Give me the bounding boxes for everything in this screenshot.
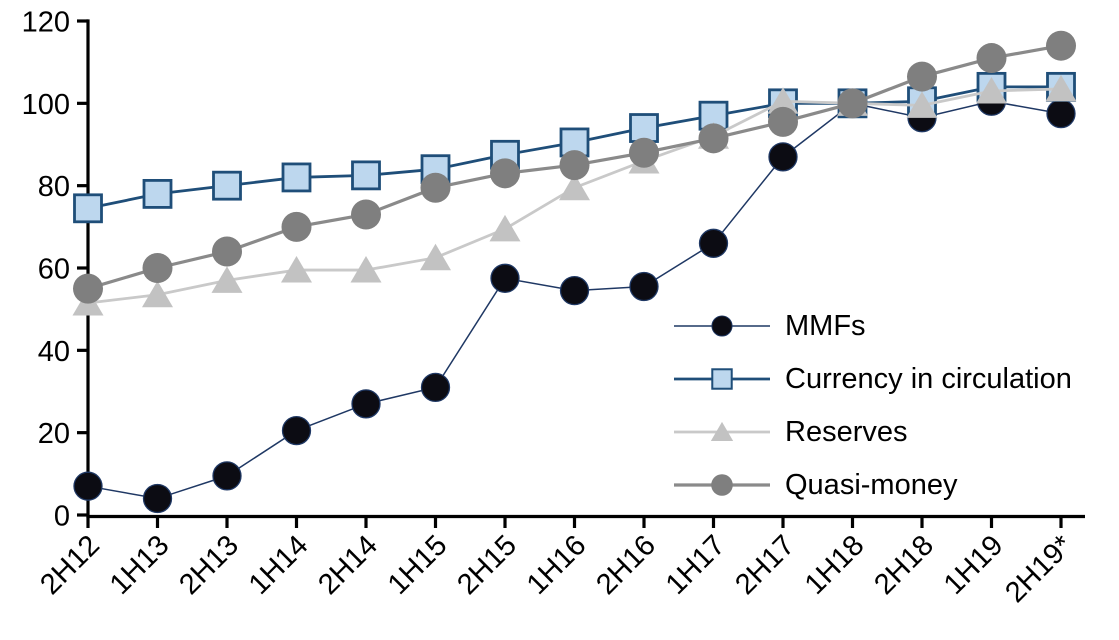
legend-label-mmfs: MMFs [785, 309, 866, 342]
x-tick-label: 2H18 [868, 529, 940, 601]
series-reserves-marker [489, 214, 521, 242]
series-mmfs-marker [559, 275, 590, 306]
series-currency-in-circulation-marker [629, 113, 659, 143]
series-reserves-marker [420, 243, 451, 271]
series-reserves-marker [281, 256, 312, 283]
legend-label-currency-in-circulation: Currency in circulation [785, 362, 1072, 395]
x-tick-label: 1H16 [521, 529, 593, 601]
legend-swatch-mmfs [674, 315, 770, 337]
series-currency-in-circulation-marker [142, 178, 173, 209]
series-quasi-money-marker [837, 88, 868, 119]
series-quasi-money-marker [1046, 30, 1076, 61]
series-currency-in-circulation-marker [73, 193, 103, 224]
series-reserves-marker [976, 76, 1007, 104]
legend-marker-currency-in-circulation [711, 368, 733, 390]
series-currency-in-circulation-marker [281, 162, 312, 193]
series-reserves-marker [1045, 74, 1077, 102]
x-tick-label: 1H15 [382, 529, 454, 601]
series-reserves-marker [142, 280, 173, 308]
x-tick-label: 2H14 [312, 529, 384, 601]
series-currency-in-circulation-marker [351, 160, 381, 191]
series-reserves-marker [559, 173, 590, 201]
y-tick-label: 0 [54, 501, 70, 533]
legend-swatch-quasi-money [674, 474, 770, 496]
legend-item-quasi-money: Quasi-money [672, 468, 1072, 502]
series-quasi-money-marker [768, 106, 798, 137]
series-mmfs-marker [73, 471, 103, 501]
series-mmfs-marker [698, 228, 729, 258]
legend-item-reserves: Reserves [672, 415, 1072, 449]
series-quasi-money-marker [73, 273, 103, 304]
legend-marker-quasi-money [711, 474, 733, 496]
series-currency-in-circulation-marker [212, 170, 242, 201]
y-tick-label: 100 [22, 89, 70, 121]
legend-label-quasi-money: Quasi-money [785, 468, 958, 501]
x-tick-label: 2H17 [729, 529, 801, 601]
series-quasi-money-marker [907, 61, 937, 92]
x-tick-label: 1H19 [938, 529, 1010, 601]
series-mmfs-marker [351, 389, 381, 419]
series-quasi-money-marker [629, 137, 659, 168]
series-reserves-marker [350, 256, 382, 283]
legend-label-reserves: Reserves [785, 415, 908, 448]
x-tick-label: 1H18 [799, 529, 871, 601]
legend-swatch-reserves [674, 421, 770, 441]
series-quasi-money-marker [351, 199, 381, 230]
series-quasi-money-marker [976, 43, 1007, 74]
series-reserves-marker [767, 87, 799, 114]
x-tick-label: 1H17 [660, 529, 732, 601]
x-tick-label: 1H14 [243, 529, 315, 601]
y-tick-label: 20 [38, 418, 70, 450]
x-tick-label: 2H19* [999, 529, 1079, 609]
series-mmfs-marker [629, 271, 659, 302]
series-quasi-money-marker [142, 253, 173, 283]
y-tick-label: 80 [38, 171, 70, 203]
legend-item-currency-in-circulation: Currency in circulation [672, 362, 1072, 396]
y-tick-label: 60 [38, 254, 70, 286]
x-tick-label: 2H16 [590, 529, 662, 601]
series-quasi-money-marker [212, 236, 242, 267]
legend-marker-reserves [710, 421, 734, 441]
x-tick-label: 1H13 [104, 529, 176, 601]
series-quasi-money-marker [490, 158, 520, 189]
legend-swatch-currency-in-circulation [674, 368, 770, 390]
x-tick-label: 2H15 [451, 529, 523, 601]
series-mmfs-marker [490, 263, 520, 293]
series-reserves-marker [211, 266, 243, 293]
legend: MMFs Currency in circulation Reserves Qu… [672, 309, 1072, 502]
series-mmfs-marker [142, 483, 173, 514]
y-tick-label: 120 [22, 7, 70, 39]
series-quasi-money-marker [559, 150, 590, 181]
series-reserves-marker [906, 91, 938, 118]
y-tick-label: 40 [38, 336, 70, 368]
series-quasi-money-marker [698, 123, 729, 154]
series-mmfs-marker [1046, 98, 1076, 129]
x-tick-label: 2H13 [173, 529, 245, 601]
series-mmfs-marker [212, 461, 242, 491]
legend-item-mmfs: MMFs [672, 309, 1072, 343]
series-mmfs-marker [281, 415, 312, 446]
legend-marker-mmfs [711, 315, 733, 337]
series-quasi-money-marker [281, 211, 312, 242]
series-mmfs-marker [420, 372, 451, 403]
x-tick-label: 2H12 [34, 529, 106, 601]
series-mmfs-marker [768, 142, 798, 172]
series-quasi-money-marker [420, 172, 451, 203]
